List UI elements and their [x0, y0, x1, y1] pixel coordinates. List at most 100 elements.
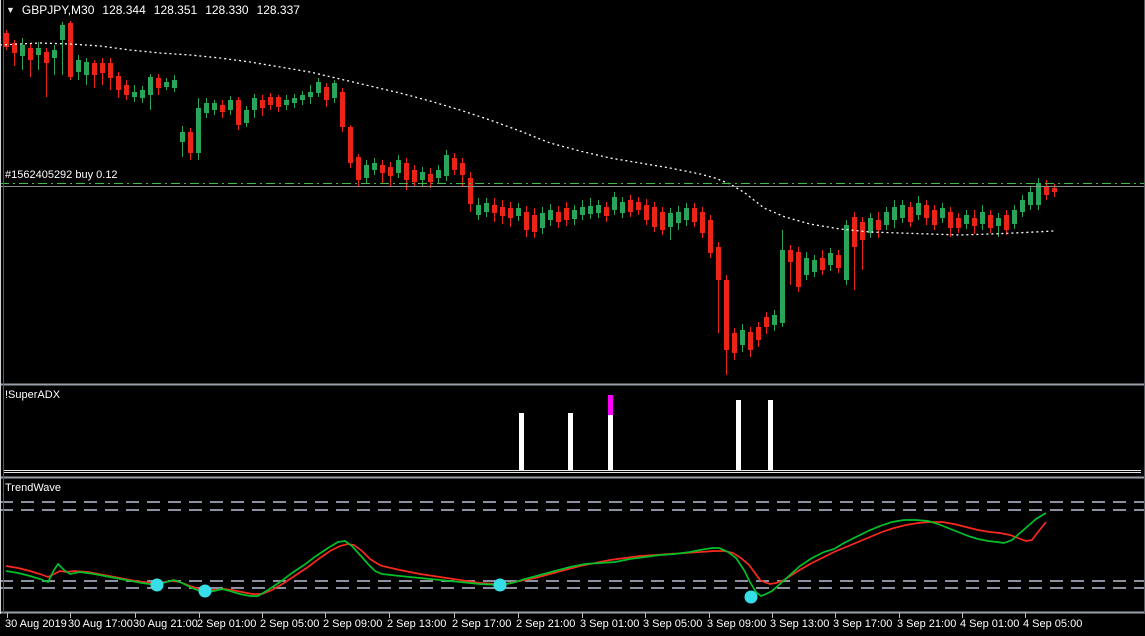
candle-body [924, 205, 929, 218]
candle-body [652, 207, 657, 227]
candle-body [92, 63, 97, 75]
candle-body [804, 258, 809, 275]
time-axis-label: 2 Sep 17:00 [452, 618, 512, 630]
trendwave-green-line [5, 512, 1047, 597]
candle-body [740, 330, 745, 345]
candle-body [444, 155, 449, 176]
candle-body [540, 213, 545, 228]
candle-body [772, 315, 777, 325]
candle-body [236, 100, 241, 125]
trendwave-signal-dot [744, 590, 758, 604]
candle-body [180, 132, 185, 142]
candle-body [1028, 192, 1033, 205]
candle-body [948, 212, 953, 228]
time-axis-label: 2 Sep 01:00 [197, 618, 257, 630]
candle-body [340, 92, 345, 127]
candle-body [1052, 188, 1057, 192]
candle-body [308, 92, 313, 97]
superadx-bar [568, 413, 573, 470]
time-axis-label: 2 Sep 05:00 [260, 618, 320, 630]
candle-body [124, 85, 129, 95]
candle-body [564, 208, 569, 220]
candle-body [1012, 210, 1017, 224]
candle-body [692, 208, 697, 222]
candle-body [764, 317, 769, 327]
candle-body [836, 255, 841, 268]
superadx-pane [4, 395, 1141, 473]
candle-body [980, 212, 985, 224]
time-axis-label: 3 Sep 21:00 [897, 618, 957, 630]
candle-body [348, 127, 353, 163]
candle-body [580, 207, 585, 215]
superadx-bar [768, 400, 773, 470]
candle-body [364, 165, 369, 178]
candle-body [636, 202, 641, 210]
candle-body [116, 76, 121, 90]
time-axis-label: 3 Sep 13:00 [770, 618, 830, 630]
candle-body [252, 98, 257, 110]
candle-body [12, 43, 17, 53]
candle-body [820, 258, 825, 270]
main-chart-pane [0, 21, 1145, 375]
candle-body [596, 205, 601, 213]
candle-body [524, 212, 529, 230]
candle-body [484, 203, 489, 212]
candle-body [788, 250, 793, 262]
time-axis-label: 4 Sep 01:00 [960, 618, 1020, 630]
candle-body [700, 212, 705, 233]
trendwave-pane [0, 501, 1145, 604]
candle-body [284, 100, 289, 105]
candle-body [748, 332, 753, 350]
buy-position-label[interactable]: #1562405292 buy 0.12 [5, 169, 118, 181]
candle-body [1036, 183, 1041, 205]
candle-body [452, 158, 457, 170]
candle-body [412, 170, 417, 182]
candle-body [276, 97, 281, 107]
candle-body [1020, 200, 1025, 212]
candle-body [420, 172, 425, 180]
pane-separators [0, 383, 1145, 614]
candle-body [900, 205, 905, 218]
candle-body [716, 247, 721, 280]
candle-body [316, 82, 321, 93]
candle-body [228, 100, 233, 110]
candle-body [156, 78, 161, 88]
candle-body [660, 212, 665, 230]
candle-body [732, 333, 737, 353]
candle-body [164, 82, 169, 87]
candle-body [148, 77, 153, 95]
candle-body [468, 178, 473, 204]
candle-body [812, 260, 817, 272]
superadx-bar [608, 415, 613, 470]
symbol-dropdown-icon[interactable]: ▼ [6, 5, 15, 15]
candle-body [516, 208, 521, 216]
candle-body [724, 280, 729, 350]
candle-body [292, 98, 297, 103]
candle-body [244, 110, 249, 123]
trendwave-signal-dot [493, 578, 507, 592]
superadx-bar [519, 413, 524, 470]
trendwave-label: TrendWave [5, 482, 62, 494]
superadx-signal-segment [608, 395, 613, 415]
candle-body [428, 174, 433, 182]
time-axis-label: 3 Sep 01:00 [580, 618, 640, 630]
candle-body [172, 80, 177, 88]
candle-body [28, 48, 33, 60]
window-left-edge [0, 0, 1, 614]
time-axis-label: 3 Sep 09:00 [707, 618, 767, 630]
candle-body [188, 132, 193, 153]
superadx-bar [736, 400, 741, 470]
price-high: 128.351 [153, 3, 198, 17]
candle-body [52, 50, 57, 58]
candle-body [132, 92, 137, 97]
candle-body [68, 23, 73, 77]
price-open: 128.344 [102, 3, 146, 17]
candle-body [892, 207, 897, 220]
candle-body [196, 108, 201, 153]
candle-body [780, 250, 785, 323]
candle-body [332, 83, 337, 98]
candle-body [20, 45, 25, 56]
pane-left-edge [3, 0, 4, 614]
